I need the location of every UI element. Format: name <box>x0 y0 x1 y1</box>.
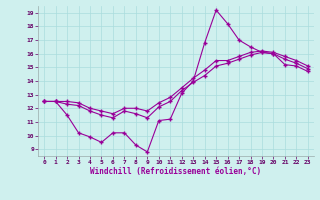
X-axis label: Windchill (Refroidissement éolien,°C): Windchill (Refroidissement éolien,°C) <box>91 167 261 176</box>
